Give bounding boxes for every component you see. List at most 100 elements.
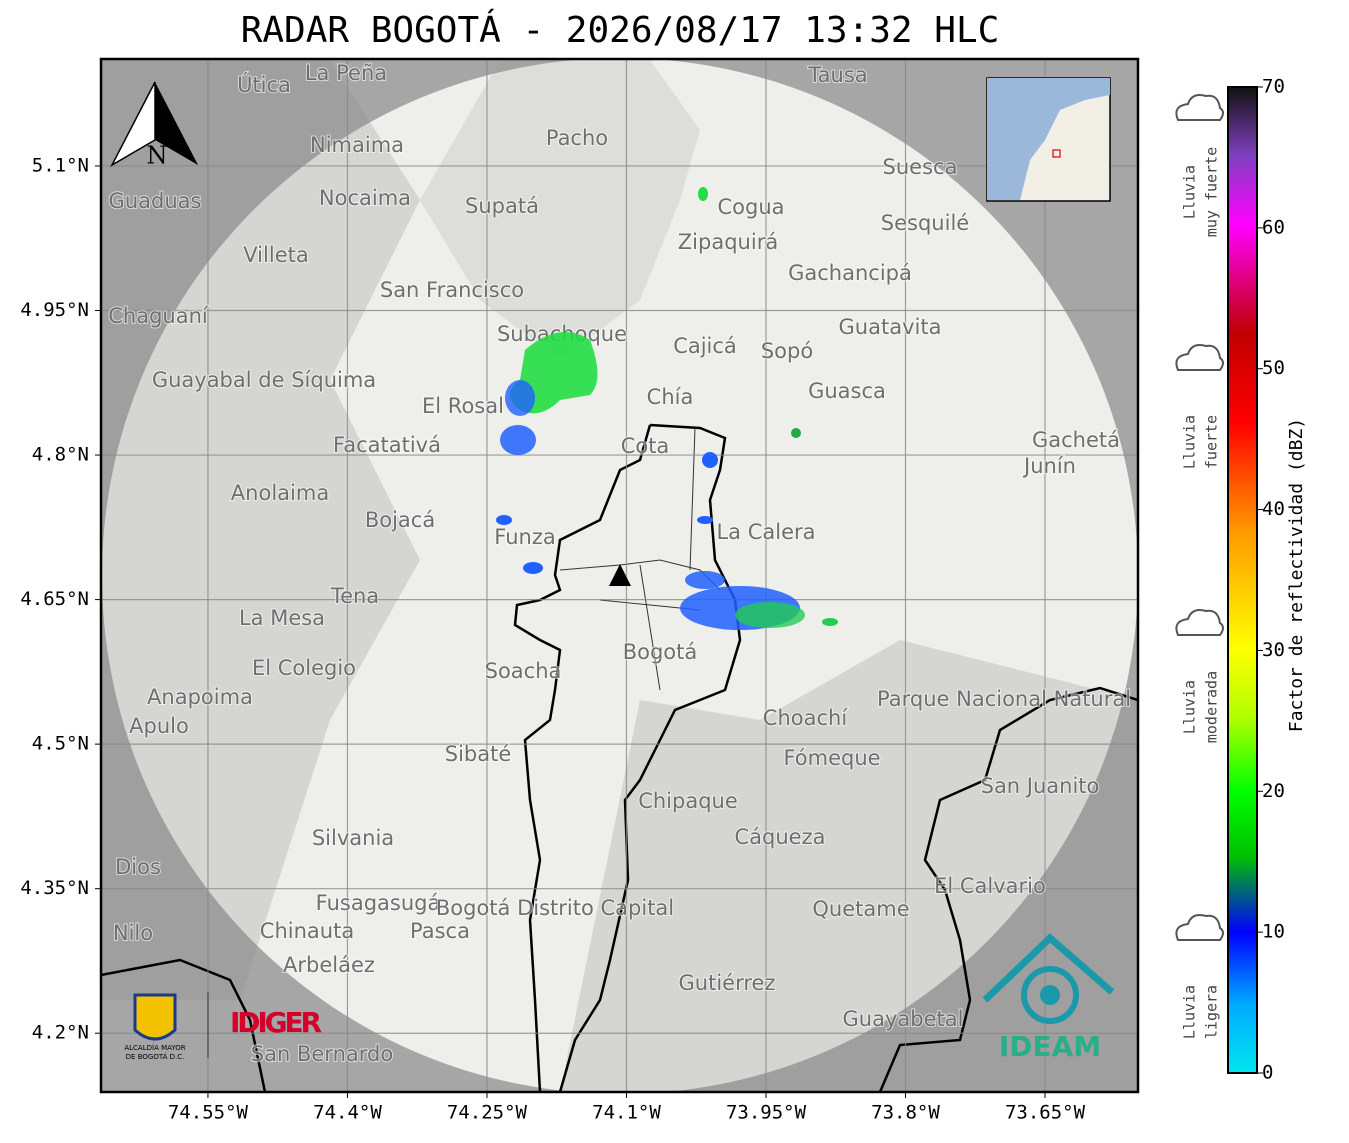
place-label: Guayabetal — [843, 1007, 964, 1031]
place-label: Dios — [115, 855, 161, 879]
place-label: Bojacá — [365, 508, 435, 532]
place-label: Cáqueza — [735, 825, 826, 849]
place-label: San Juanito — [981, 774, 1100, 798]
lat-tick-label: 5.1°N — [32, 154, 89, 176]
logo-text: ALCALDÍA MAYOR — [124, 1043, 185, 1052]
place-label: San Bernardo — [251, 1042, 393, 1066]
lon-tick-label: 73.8°W — [871, 1102, 940, 1124]
place-label: Nocaima — [319, 186, 411, 210]
echo — [685, 571, 725, 589]
place-label: Chipaque — [638, 789, 738, 813]
place-label: Junín — [1022, 454, 1076, 478]
place-label: Parque Nacional Natural Chingaza — [877, 687, 1235, 711]
place-label: Chaguaní — [108, 304, 209, 328]
place-label: Anapoima — [147, 685, 253, 709]
place-label: Útica — [237, 72, 291, 97]
lon-tick-label: 74.1°W — [592, 1102, 661, 1124]
logo-swirl — [1040, 985, 1060, 1005]
echo — [698, 187, 708, 201]
place-label: Sesquilé — [881, 211, 969, 235]
place-label: Choachí — [763, 706, 849, 730]
place-label: Funza — [494, 525, 555, 549]
logo-ideam-text: IDEAM — [999, 1030, 1101, 1063]
echo — [505, 380, 535, 416]
place-label: Silvania — [312, 826, 394, 850]
place-label: Facatativá — [333, 433, 441, 457]
place-label: El Calvario — [934, 874, 1046, 898]
terrain-shade — [101, 60, 420, 1000]
inset-locator — [1052, 149, 1061, 158]
colorbar-tick-label: 50 — [1262, 357, 1285, 379]
map-frame — [99, 57, 1140, 1094]
echo — [735, 602, 805, 628]
place-label: Soacha — [485, 659, 562, 683]
lat-tick-label: 4.65°N — [20, 588, 89, 610]
rain-category: Lluvia — [1181, 165, 1199, 219]
place-label: San Francisco — [380, 278, 524, 302]
place-label: Guasca — [808, 379, 886, 403]
lat-tick-label: 4.95°N — [20, 299, 89, 321]
colorbar-tick-label: 20 — [1262, 780, 1285, 802]
place-label: Fusagasugá — [316, 891, 441, 915]
place-label: Chinauta — [260, 919, 354, 943]
place-label: Tausa — [807, 63, 867, 87]
rain-category: muy fuerte — [1203, 147, 1221, 237]
echo — [500, 425, 536, 455]
echo — [697, 516, 713, 524]
place-label: La Calera — [716, 520, 815, 544]
lat-tick-label: 4.8°N — [32, 444, 89, 466]
place-label: Cogua — [717, 195, 784, 219]
place-label: Villeta — [243, 243, 308, 267]
echo — [822, 618, 838, 626]
echo — [496, 515, 512, 525]
place-label: Cota — [621, 434, 670, 458]
place-label: Chía — [647, 385, 694, 409]
boundary — [513, 423, 742, 1092]
colorbar-tick-label: 40 — [1262, 498, 1285, 520]
place-label: Fómeque — [783, 746, 880, 770]
rain-category: moderada — [1203, 671, 1221, 743]
terrain-shade — [420, 60, 700, 360]
place-label: Pasca — [410, 919, 470, 943]
rain-category: ligera — [1203, 985, 1221, 1039]
place-label: Pacho — [546, 126, 608, 150]
rain-category: fuerte — [1203, 415, 1221, 469]
colorbar-tick-label: 30 — [1262, 639, 1285, 661]
rain-category: Lluvia — [1181, 680, 1199, 734]
weather-icon — [1175, 94, 1224, 121]
place-label: Gachancipá — [788, 261, 912, 285]
radar-echoes — [496, 187, 838, 630]
place-label: Guatavita — [839, 315, 942, 339]
logo-idiger: IDIGER — [230, 1006, 322, 1039]
lon-tick-label: 73.65°W — [1005, 1102, 1086, 1124]
weather-icon — [1175, 609, 1224, 636]
lon-tick-label: 74.55°W — [168, 1102, 249, 1124]
lon-tick-label: 73.95°W — [726, 1102, 807, 1124]
radar-site — [609, 564, 631, 586]
logo-text: DE BOGOTÁ D.C. — [126, 1052, 185, 1061]
north-label: N — [147, 142, 168, 170]
lat-tick-label: 4.35°N — [20, 877, 89, 899]
colorbar-tick-label: 70 — [1262, 76, 1285, 98]
locality-line — [559, 427, 721, 691]
colorbar-tick-label: 10 — [1262, 921, 1285, 943]
rain-category: Lluvia — [1181, 415, 1199, 469]
place-label: Cajicá — [673, 334, 737, 358]
place-label: El Rosal — [422, 394, 504, 418]
place-label: La Mesa — [239, 606, 325, 630]
place-label: Tena — [330, 584, 379, 608]
echo — [523, 562, 543, 574]
place-label: Suesca — [883, 155, 958, 179]
north-arrow: N — [110, 81, 198, 170]
place-label: Arbeláez — [283, 953, 375, 977]
colorbar-label: Factor de reflectividad (dBZ) — [1286, 418, 1307, 732]
place-label: Quetame — [812, 897, 909, 921]
lat-tick-label: 4.2°N — [32, 1022, 89, 1044]
title: RADAR BOGOTÁ - 2026/08/17 13:32 HLC — [241, 9, 1000, 51]
place-label: El Colegio — [252, 656, 356, 680]
echo — [702, 452, 718, 468]
place-label: Nilo — [113, 921, 153, 945]
colorbar-tick-label: 0 — [1262, 1062, 1273, 1084]
weather-icon — [1175, 344, 1224, 371]
